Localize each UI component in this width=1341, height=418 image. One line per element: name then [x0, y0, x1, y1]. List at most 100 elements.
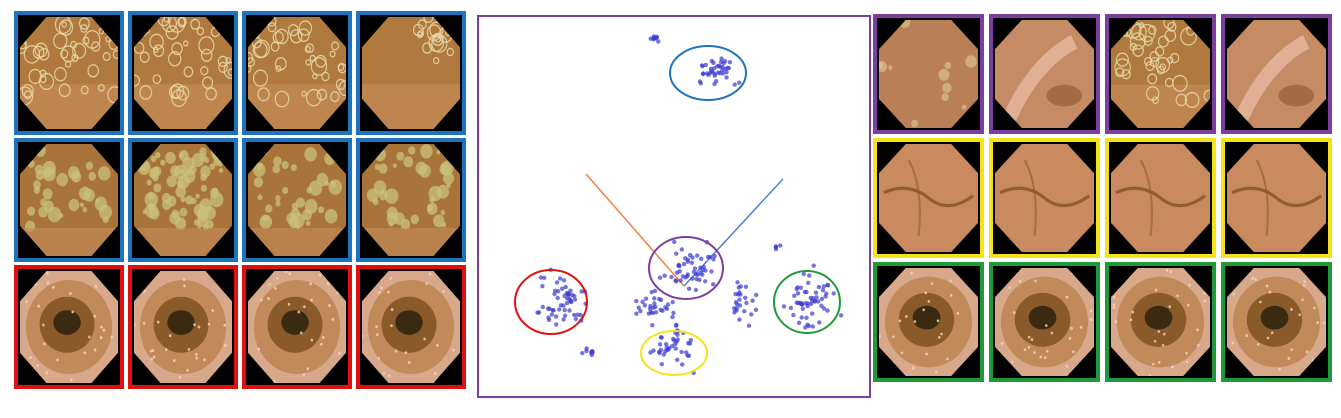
- scatter-point: [738, 292, 743, 297]
- scatter-point: [675, 337, 680, 342]
- scatter-point: [640, 299, 645, 304]
- embedding-scatter-plot: [514, 34, 844, 376]
- embedding-scatter-panel: [477, 15, 871, 398]
- scatter-point: [652, 296, 657, 301]
- left-grid-tile-red: [356, 265, 466, 389]
- scatter-point: [653, 310, 659, 315]
- scatter-point: [678, 278, 683, 283]
- scatter-point: [753, 307, 759, 312]
- left-grid-tile-blue: [242, 138, 352, 262]
- left-grid-tile-blue: [356, 11, 466, 135]
- scatter-point: [804, 315, 809, 320]
- scatter-point: [550, 308, 555, 313]
- scatter-point: [679, 349, 684, 355]
- cluster-ellipse-red: [514, 269, 588, 335]
- scatter-point: [703, 279, 708, 284]
- scatter-point: [799, 315, 804, 320]
- scatter-point: [816, 284, 822, 290]
- scatter-point: [677, 269, 682, 274]
- scatter-point: [712, 253, 717, 259]
- scatter-point: [680, 362, 685, 367]
- scatter-point: [575, 312, 580, 317]
- scatter-point: [679, 247, 684, 252]
- scatter-point: [685, 353, 690, 358]
- scatter-point: [563, 284, 568, 290]
- scatter-point: [652, 301, 657, 306]
- cluster-ellipse-yellow: [640, 330, 708, 376]
- left-grid-tile-blue: [128, 11, 238, 135]
- scatter-point: [724, 75, 729, 80]
- scatter-point: [652, 288, 658, 294]
- right-grid-tile-yellow: [873, 138, 984, 258]
- scatter-point: [724, 70, 729, 75]
- scatter-point: [647, 306, 653, 312]
- scatter-point: [805, 322, 810, 327]
- scatter-point: [809, 298, 815, 303]
- left-grid-tile-blue: [14, 138, 124, 262]
- scatter-point: [825, 308, 830, 313]
- scatter-point: [821, 284, 826, 289]
- scatter-point: [561, 317, 566, 322]
- scatter-point: [792, 293, 797, 298]
- right-grid-tile-purple: [989, 14, 1100, 134]
- scatter-point: [711, 282, 716, 287]
- scatter-point: [658, 335, 664, 340]
- scatter-point: [683, 256, 688, 261]
- scatter-point: [674, 323, 679, 328]
- scatter-point: [643, 296, 649, 301]
- scatter-point: [749, 312, 754, 317]
- scatter-point: [555, 295, 560, 301]
- scatter-point: [706, 72, 711, 78]
- scatter-point: [788, 305, 794, 311]
- scatter-point: [675, 357, 680, 362]
- right-grid-tile-purple: [1105, 14, 1216, 134]
- scatter-point: [727, 60, 733, 65]
- scatter-point: [572, 297, 578, 302]
- scatter-point: [557, 307, 562, 312]
- scatter-point: [825, 282, 830, 288]
- left-grid-tile-red: [242, 265, 352, 389]
- scatter-point: [706, 254, 711, 260]
- scatter-point: [664, 342, 669, 347]
- scatter-point: [540, 304, 545, 310]
- scatter-point: [634, 311, 639, 316]
- scatter-point: [719, 56, 724, 61]
- scatter-point: [688, 338, 693, 343]
- scatter-point: [831, 291, 836, 296]
- scatter-point: [584, 346, 589, 351]
- right-grid-tile-purple: [1221, 14, 1332, 134]
- scatter-point: [743, 295, 748, 300]
- scatter-point: [703, 62, 709, 68]
- scatter-point: [824, 291, 829, 296]
- scatter-point: [735, 280, 740, 285]
- scatter-point: [540, 284, 545, 289]
- scatter-point: [744, 300, 749, 306]
- scatter-point: [694, 272, 699, 277]
- axis-line-blue: [683, 178, 784, 287]
- scatter-point: [549, 312, 555, 317]
- scatter-point: [535, 310, 540, 315]
- cluster-ellipse-purple: [648, 236, 724, 300]
- scatter-point: [657, 296, 662, 302]
- scatter-point: [810, 324, 815, 329]
- scatter-point: [693, 287, 699, 293]
- scatter-point: [716, 70, 721, 75]
- scatter-point: [538, 275, 544, 280]
- scatter-point: [720, 67, 725, 73]
- scatter-point: [554, 280, 560, 285]
- scatter-point: [737, 317, 742, 322]
- scatter-point: [732, 82, 737, 87]
- scatter-point: [838, 313, 844, 318]
- scatter-point: [670, 314, 675, 320]
- scatter-point: [553, 288, 558, 293]
- scatter-point: [711, 60, 716, 65]
- scatter-point: [673, 346, 678, 351]
- scatter-point: [686, 341, 691, 346]
- scatter-point: [773, 244, 779, 250]
- right-grid-tile-green: [1221, 262, 1332, 382]
- scatter-point: [542, 275, 547, 280]
- scatter-point: [672, 338, 677, 343]
- scatter-point: [796, 320, 802, 325]
- scatter-point: [717, 64, 723, 69]
- scatter-point: [567, 308, 572, 313]
